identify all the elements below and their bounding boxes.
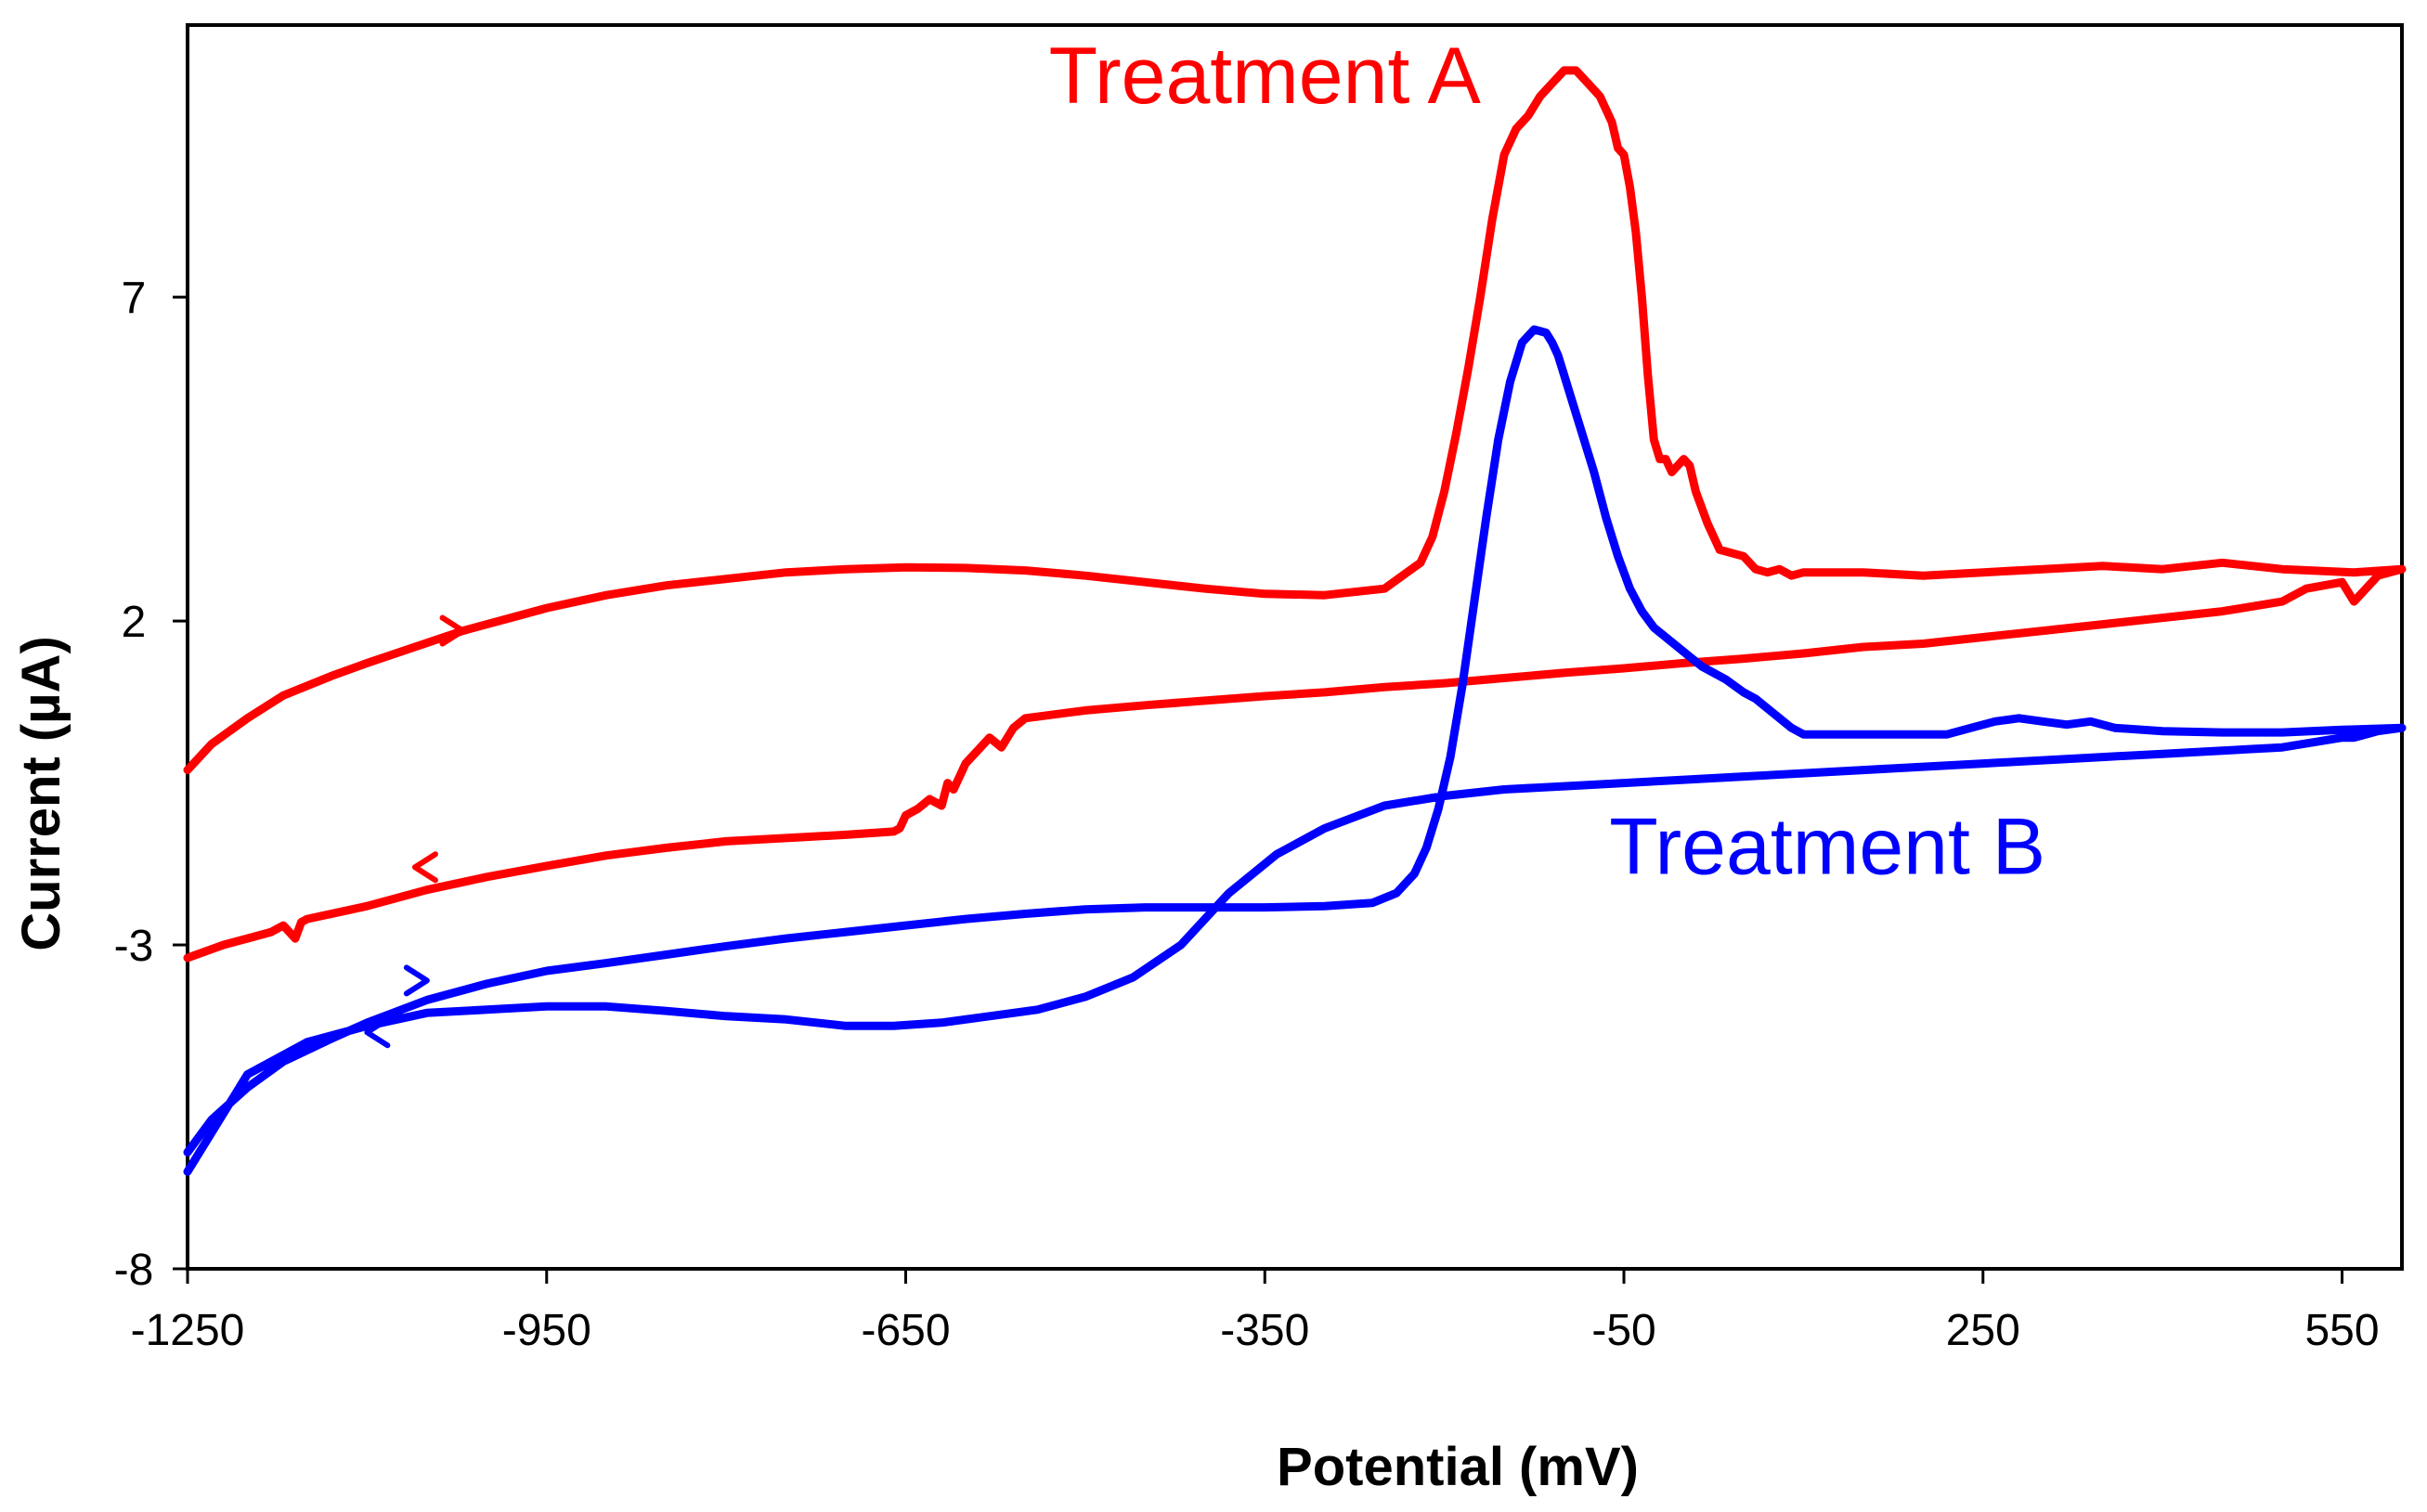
axis-group: -1250 -950 -650 -350 -50 250 550 -8 -3 2 7: [114, 274, 2380, 1355]
x-tick-label: 550: [2304, 1306, 2379, 1355]
x-tick-label: -650: [861, 1306, 950, 1355]
x-tick-label: -950: [502, 1306, 591, 1355]
series-label-treatment-a: Treatment A: [1049, 32, 1482, 121]
series-line-treatment-a: [183, 66, 2407, 963]
y-tick-label: -3: [114, 922, 154, 971]
direction-arrow-icon: [411, 851, 438, 884]
y-tick-label: 2: [122, 598, 147, 647]
x-tick-label: -50: [1591, 1306, 1655, 1355]
series-label-treatment-b: Treatment B: [1609, 802, 2045, 891]
direction-arrow-icon: [439, 614, 466, 647]
x-tick-label: 250: [1946, 1306, 2020, 1355]
y-tick-label: 7: [122, 274, 147, 323]
x-tick-label: -350: [1220, 1306, 1309, 1355]
direction-arrow-icon: [403, 964, 430, 997]
y-tick-label: -8: [114, 1246, 154, 1295]
direction-arrow-icon: [364, 1016, 391, 1049]
x-axis-title: Potential (mV): [1277, 1437, 1639, 1497]
series-line-treatment-b: [183, 325, 2407, 1176]
y-axis-title: Current (µA): [11, 636, 71, 951]
x-tick-label: -1250: [131, 1306, 245, 1355]
series-group: [183, 66, 2407, 1176]
plot-area-border: [186, 23, 2404, 1271]
